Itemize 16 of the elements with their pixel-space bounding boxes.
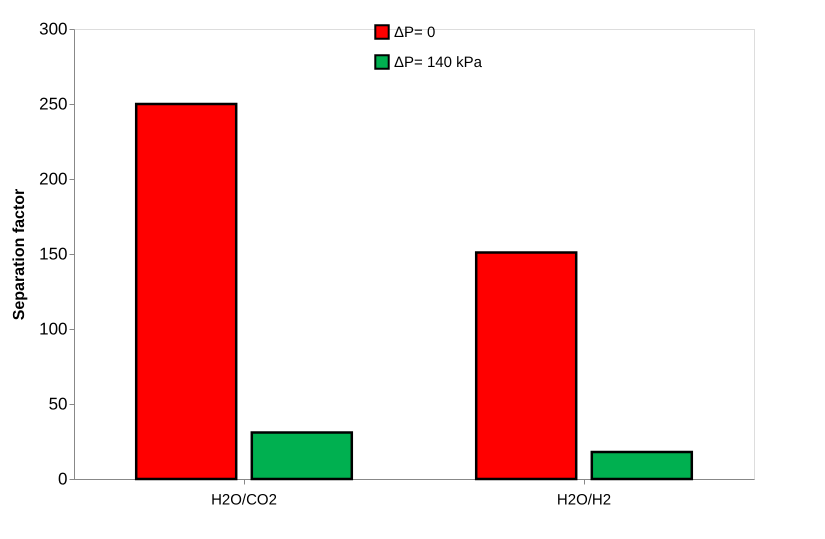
y-tick-label: 0 bbox=[58, 470, 68, 488]
y-tick-label: 150 bbox=[39, 244, 68, 264]
y-tick-label: 100 bbox=[39, 320, 68, 338]
y-tick-label: 300 bbox=[39, 20, 68, 38]
x-tick-label: H2O/CO2 bbox=[211, 492, 277, 508]
legend-label: ΔP= 0 bbox=[394, 24, 436, 41]
bar bbox=[474, 251, 578, 480]
bar bbox=[590, 450, 694, 480]
y-tick-label: 50 bbox=[48, 394, 68, 414]
legend-label: ΔP= 140 kPa bbox=[394, 54, 483, 71]
y-axis-title: Separation factor bbox=[11, 188, 28, 320]
bar bbox=[250, 431, 354, 480]
y-tick-label: 250 bbox=[39, 94, 68, 114]
bar bbox=[134, 102, 238, 480]
x-tick-label: H2O/H2 bbox=[556, 492, 612, 508]
y-tick-label: 200 bbox=[39, 170, 68, 188]
